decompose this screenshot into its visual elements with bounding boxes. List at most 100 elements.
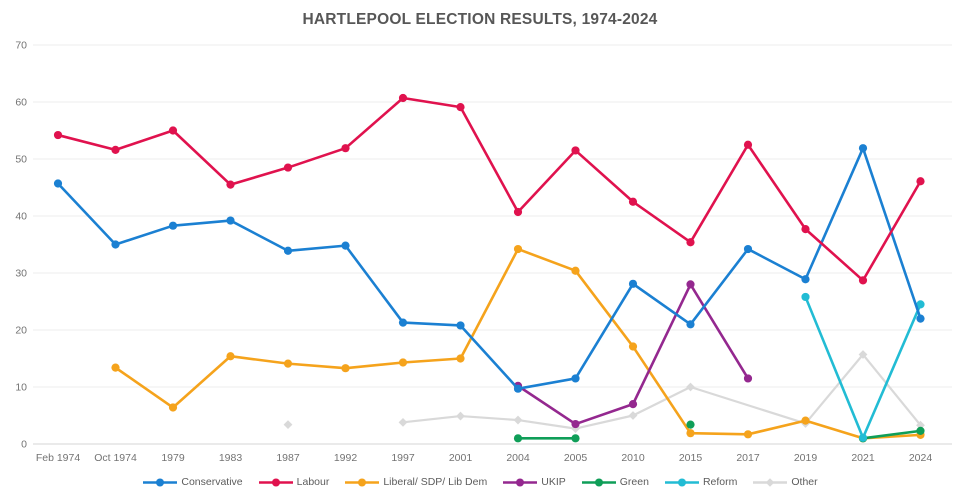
legend-marker-ukip bbox=[503, 478, 538, 486]
data-point-ukip bbox=[571, 419, 580, 429]
data-point-liberal-sdp-lib-dem bbox=[111, 363, 120, 372]
data-point-ukip bbox=[686, 280, 695, 289]
data-point-labour bbox=[341, 144, 350, 153]
data-point-labour bbox=[283, 163, 293, 172]
x-axis-label: 1987 bbox=[276, 452, 300, 464]
data-point-other bbox=[858, 350, 868, 359]
series-labour bbox=[53, 93, 925, 285]
x-axis-label: 2001 bbox=[449, 452, 473, 464]
data-point-other bbox=[456, 411, 465, 421]
x-axis-label: 1992 bbox=[334, 452, 358, 464]
data-point-labour bbox=[801, 225, 810, 234]
x-axis-label: 2019 bbox=[794, 452, 818, 464]
legend-label-reform: Reform bbox=[702, 476, 738, 488]
series-line-reform bbox=[804, 295, 922, 440]
data-point-green bbox=[571, 434, 580, 443]
legend-item-labour: Labour bbox=[258, 476, 330, 488]
x-axis-label: 2017 bbox=[736, 452, 760, 464]
data-point-labour bbox=[168, 126, 178, 135]
data-point-liberal-sdp-lib-dem bbox=[168, 403, 178, 412]
legend-marker-liberal-sdp-lib-dem bbox=[345, 478, 380, 486]
legend-marker-reform bbox=[664, 478, 699, 486]
data-point-liberal-sdp-lib-dem bbox=[628, 342, 638, 351]
data-point-conservative bbox=[283, 246, 293, 255]
data-point-liberal-sdp-lib-dem bbox=[686, 429, 695, 438]
data-point-other bbox=[283, 420, 293, 430]
series-line-labour bbox=[56, 96, 922, 282]
legend-label-other: Other bbox=[791, 476, 818, 488]
data-point-conservative bbox=[743, 244, 753, 254]
data-point-labour bbox=[571, 146, 580, 155]
series-line-conservative bbox=[56, 146, 922, 391]
series-line-green bbox=[861, 429, 922, 440]
y-axis-tick: 10 bbox=[15, 382, 27, 394]
data-point-reform bbox=[801, 292, 810, 302]
data-point-liberal-sdp-lib-dem bbox=[743, 430, 753, 439]
data-point-other bbox=[398, 417, 408, 427]
x-axis-label: 2005 bbox=[564, 452, 588, 464]
data-point-ukip bbox=[743, 374, 753, 383]
series-reform bbox=[801, 292, 925, 442]
data-point-conservative bbox=[53, 179, 63, 188]
data-point-conservative bbox=[571, 374, 580, 383]
legend-label-labour: Labour bbox=[296, 476, 330, 488]
data-point-conservative bbox=[628, 279, 638, 288]
legend-marker-other bbox=[753, 477, 788, 487]
legend-marker-conservative bbox=[143, 478, 178, 486]
data-point-labour bbox=[398, 93, 408, 103]
x-axis-label: Oct 1974 bbox=[94, 452, 137, 464]
data-point-labour bbox=[628, 197, 638, 206]
data-point-conservative bbox=[916, 314, 925, 323]
x-axis-label: 1983 bbox=[219, 452, 243, 464]
data-point-conservative bbox=[168, 221, 178, 230]
legend-label-conservative: Conservative bbox=[181, 476, 243, 488]
data-point-labour bbox=[686, 238, 695, 247]
data-point-conservative bbox=[801, 275, 810, 284]
chart-title: HARTLEPOOL ELECTION RESULTS, 1974-2024 bbox=[302, 11, 658, 28]
y-axis-tick: 70 bbox=[15, 40, 27, 52]
x-axis-label: 2021 bbox=[851, 452, 875, 464]
data-point-reform bbox=[858, 433, 868, 442]
legend-item-reform: Reform bbox=[664, 476, 737, 488]
data-point-liberal-sdp-lib-dem bbox=[513, 244, 523, 254]
legend-label-green: Green bbox=[619, 476, 649, 488]
data-point-other bbox=[686, 382, 695, 392]
data-point-green bbox=[916, 426, 925, 435]
x-axis-label: 1979 bbox=[161, 452, 185, 464]
data-point-other bbox=[916, 420, 925, 430]
data-point-labour bbox=[513, 207, 523, 217]
data-point-ukip bbox=[628, 400, 638, 409]
legend-marker-labour bbox=[258, 478, 293, 486]
data-point-conservative bbox=[398, 318, 408, 327]
series-conservative bbox=[53, 144, 925, 393]
y-axis-tick: 30 bbox=[15, 268, 27, 280]
y-axis-tick: 50 bbox=[15, 154, 27, 166]
data-point-labour bbox=[916, 177, 925, 186]
data-point-liberal-sdp-lib-dem bbox=[456, 354, 465, 363]
y-axis-tick: 40 bbox=[15, 211, 27, 223]
data-point-liberal-sdp-lib-dem bbox=[801, 416, 810, 425]
data-point-labour bbox=[456, 103, 465, 112]
legend: Conservative Labour Liberal/ SDP/ Lib Dem U… bbox=[0, 476, 960, 488]
x-axis-label: 1997 bbox=[391, 452, 415, 464]
legend-label-ukip: UKIP bbox=[541, 476, 566, 488]
y-axis-tick: 60 bbox=[15, 97, 27, 109]
data-point-labour bbox=[53, 130, 63, 140]
data-point-conservative bbox=[341, 241, 350, 250]
data-point-green bbox=[686, 420, 695, 429]
legend-item-liberal-sdp-lib-dem: Liberal/ SDP/ Lib Dem bbox=[344, 476, 487, 488]
data-point-liberal-sdp-lib-dem bbox=[283, 359, 293, 368]
legend-item-green: Green bbox=[581, 476, 649, 488]
data-point-labour bbox=[226, 180, 235, 189]
data-point-reform bbox=[916, 300, 925, 309]
x-axis-label: 2004 bbox=[506, 452, 530, 464]
legend-item-other: Other bbox=[752, 476, 818, 488]
data-point-conservative bbox=[226, 216, 235, 225]
data-point-conservative bbox=[686, 320, 695, 329]
data-point-conservative bbox=[513, 384, 523, 393]
data-point-labour bbox=[858, 276, 868, 285]
data-point-conservative bbox=[456, 321, 465, 330]
legend-marker-green bbox=[581, 478, 616, 486]
data-point-conservative bbox=[858, 144, 868, 153]
data-point-liberal-sdp-lib-dem bbox=[398, 358, 408, 367]
